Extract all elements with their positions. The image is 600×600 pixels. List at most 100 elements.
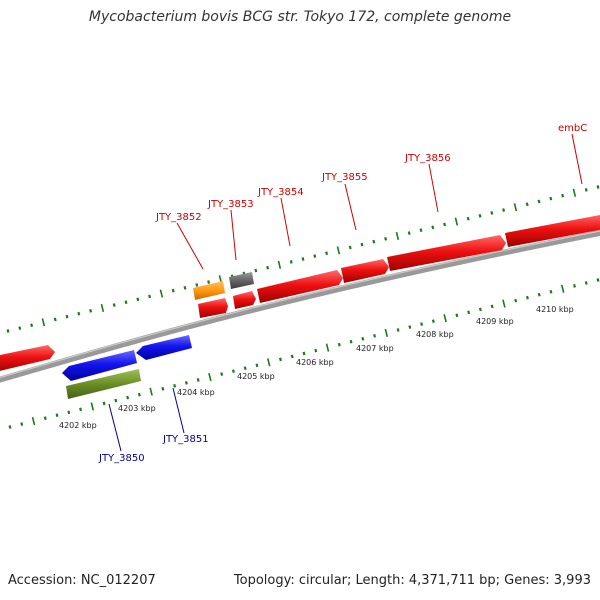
major-tick [31, 417, 36, 426]
minor-tick [525, 202, 529, 207]
minor-tick [136, 297, 140, 302]
minor-tick [431, 225, 435, 230]
gene-label-jty-3855[interactable]: JTY_3855 [321, 172, 368, 183]
major-tick [572, 188, 577, 197]
major-tick [41, 318, 46, 327]
major-tick [384, 328, 389, 337]
kbp-labels: 4202 kbp 4203 kbp 4204 kbp 4205 kbp 4206… [59, 305, 574, 430]
kbp-label-4209: 4209 kbp [476, 317, 514, 326]
minor-tick [561, 193, 565, 198]
minor-tick [18, 326, 22, 330]
kbp-label-4202: 4202 kbp [59, 421, 97, 430]
minor-tick [102, 401, 106, 406]
map-title: Mycobacterium bovis BCG str. Tokyo 172, … [88, 9, 512, 25]
reverse-callouts [108, 387, 185, 452]
minor-tick [65, 314, 69, 319]
minor-tick [302, 351, 306, 356]
gene-label-jty-3853[interactable]: JTY_3853 [207, 199, 254, 210]
minor-tick [584, 281, 588, 285]
minor-tick [514, 298, 518, 303]
minor-tick [537, 292, 541, 297]
minor-tick [407, 231, 411, 235]
major-tick [208, 372, 212, 382]
feature-olive[interactable] [66, 369, 141, 399]
major-tick [454, 217, 459, 226]
minor-tick [183, 285, 187, 290]
major-tick [336, 246, 341, 255]
major-tick [325, 343, 330, 352]
minor-tick [596, 278, 600, 282]
minor-tick [408, 325, 412, 329]
minor-tick [43, 416, 47, 420]
gene-arrow-jty-3850[interactable] [62, 350, 137, 381]
minor-tick [55, 413, 59, 418]
minor-tick [478, 307, 482, 312]
minor-tick [254, 268, 258, 273]
minor-tick [231, 369, 235, 373]
gene-arrow-embc[interactable] [505, 214, 600, 247]
gene-arrow-jty-3855[interactable] [341, 259, 389, 283]
kbp-label-4210: 4210 kbp [536, 305, 574, 314]
minor-tick [290, 354, 294, 359]
minor-tick [490, 211, 494, 215]
minor-tick [525, 295, 529, 300]
feature-gray[interactable] [229, 272, 254, 289]
gene-arrow-jty-3856[interactable] [387, 235, 506, 271]
minor-tick [30, 323, 34, 328]
kbp-label-4204: 4204 kbp [177, 388, 215, 397]
gene-label-jty-3856[interactable]: JTY_3856 [404, 153, 451, 164]
gene-label-jty-3854[interactable]: JTY_3854 [257, 187, 304, 198]
minor-tick [596, 185, 600, 189]
gene-arrow-jty-3854[interactable] [257, 270, 343, 303]
minor-tick [361, 336, 365, 341]
minor-tick [184, 381, 188, 385]
minor-tick [6, 329, 10, 333]
minor-tick [549, 196, 553, 201]
minor-tick [396, 328, 400, 332]
minor-tick [112, 303, 116, 307]
major-tick [443, 314, 447, 323]
gene-arrow-jty-3852[interactable] [198, 298, 228, 318]
gene-label-embc[interactable]: embC [558, 123, 587, 134]
minor-tick [89, 309, 93, 313]
minor-tick [161, 386, 165, 391]
genome-backbone [0, 229, 600, 383]
kbp-label-4205: 4205 kbp [237, 372, 275, 381]
lower-tick-track [8, 278, 600, 429]
minor-tick [420, 322, 424, 326]
kbp-label-4203: 4203 kbp [118, 404, 156, 413]
kbp-label-4206: 4206 kbp [296, 358, 334, 367]
minor-tick [313, 254, 317, 258]
minor-tick [467, 310, 471, 315]
gene-label-jty-3852[interactable]: JTY_3852 [155, 212, 202, 223]
minor-tick [77, 311, 81, 316]
minor-tick [502, 208, 506, 212]
minor-tick [173, 384, 177, 388]
minor-tick [289, 260, 293, 264]
minor-tick [384, 237, 388, 241]
gene-label-jty-3851[interactable]: JTY_3851 [162, 434, 209, 445]
accession-text: Accession: NC_012207 [8, 573, 156, 588]
minor-tick [8, 425, 12, 429]
major-tick [560, 284, 565, 293]
feature-orange[interactable] [193, 281, 225, 300]
minor-tick [349, 339, 353, 344]
minor-tick [67, 410, 71, 415]
forward-gene-labels: JTY_3852 JTY_3853 JTY_3854 JTY_3855 JTY_… [155, 123, 587, 223]
minor-tick [373, 334, 377, 338]
minor-tick [195, 283, 199, 287]
forward-genes [0, 214, 600, 372]
minor-tick [337, 342, 341, 347]
gene-arrow-jty-3853[interactable] [233, 291, 256, 309]
gene-arrow-left-forward[interactable] [0, 345, 55, 372]
gene-arrow-jty-3851[interactable] [136, 335, 192, 360]
minor-tick [573, 284, 576, 288]
minor-tick [419, 228, 423, 233]
reverse-genes [62, 335, 192, 381]
major-tick [100, 303, 105, 313]
gene-label-jty-3850[interactable]: JTY_3850 [98, 453, 145, 464]
minor-tick [243, 366, 247, 371]
reverse-gene-labels: JTY_3850 JTY_3851 [98, 434, 209, 464]
forward-callouts [176, 133, 583, 270]
minor-tick [124, 300, 128, 305]
